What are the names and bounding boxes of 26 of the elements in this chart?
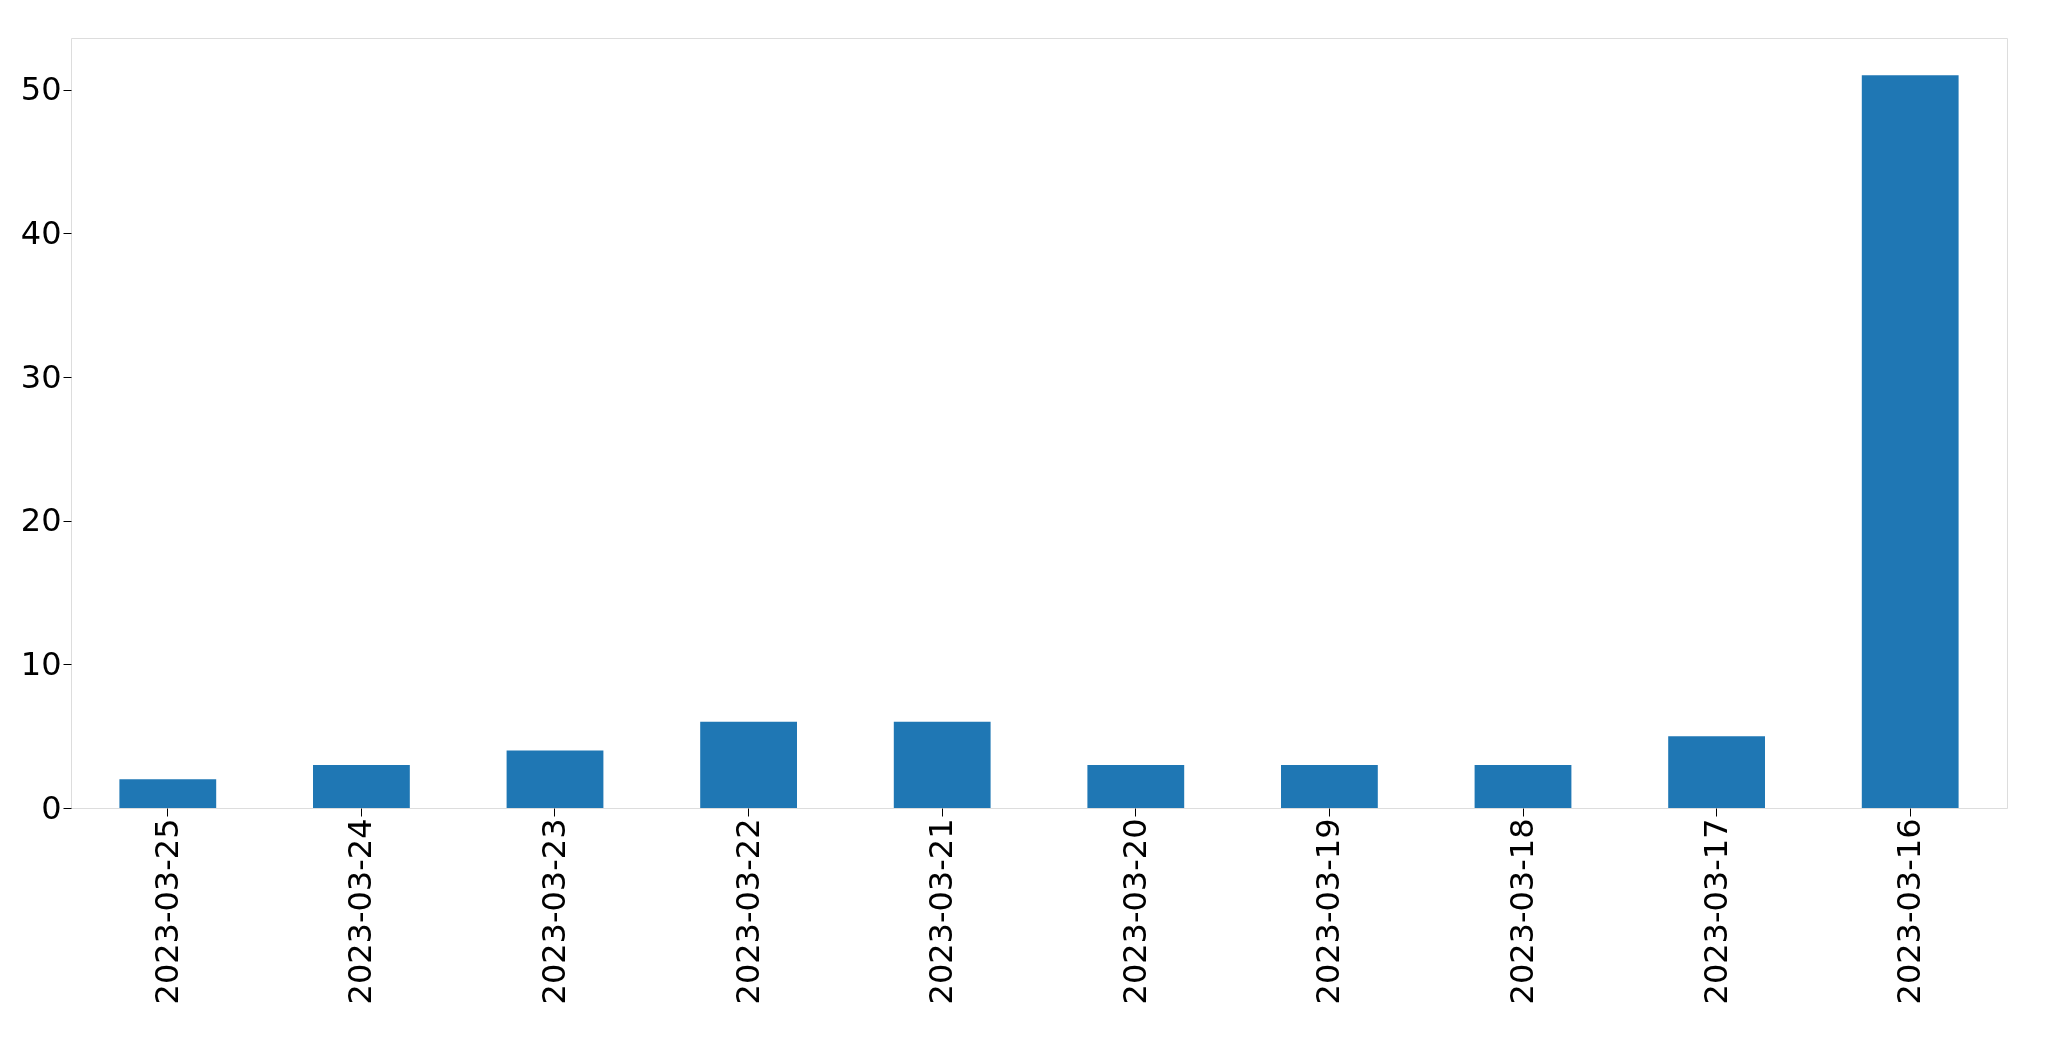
x-tick-label: 2023-03-18: [1503, 818, 1541, 1005]
x-tick-label: 2023-03-24: [341, 818, 380, 1005]
bar: [893, 721, 991, 808]
y-tick-label: 40: [20, 213, 62, 252]
bar: [1087, 764, 1185, 808]
x-tick-label: 2023-03-16: [1890, 818, 1929, 1005]
bar: [1474, 764, 1572, 808]
y-tick-label: 20: [20, 501, 62, 540]
bar: [700, 721, 797, 808]
bar: [119, 779, 217, 808]
bar: [506, 750, 604, 808]
x-tick-label: 2023-03-20: [1115, 818, 1154, 1005]
x-tick-label: 2023-03-25: [147, 818, 186, 1005]
bar: [1861, 75, 1959, 808]
x-tick-label: 2023-03-19: [1309, 818, 1348, 1005]
y-tick-label: 0: [41, 788, 62, 827]
y-tick-label: 50: [20, 70, 62, 109]
x-tick-label: 2023-03-17: [1696, 818, 1735, 1005]
y-tick-label: 30: [20, 357, 62, 396]
x-tick-label: 2023-03-21: [922, 818, 961, 1005]
bar: [313, 764, 410, 808]
bar: [1281, 764, 1378, 808]
x-tick-label: 2023-03-22: [728, 818, 767, 1005]
x-tick-label: 2023-03-23: [535, 818, 573, 1005]
y-tick-label: 10: [20, 644, 62, 683]
bar: [1668, 736, 1765, 808]
